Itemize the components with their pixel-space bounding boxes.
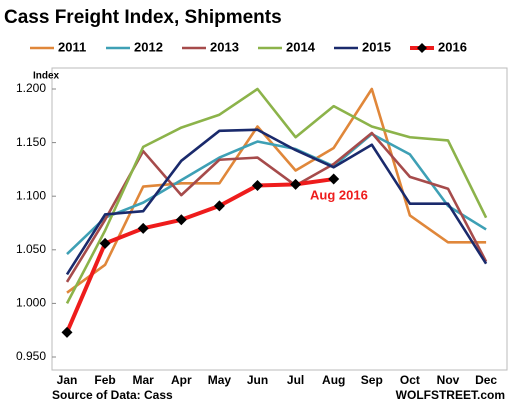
y-tick-label: 1.150: [16, 135, 46, 149]
x-tick-label: Jun: [247, 373, 268, 387]
y-tick-label: 1.200: [16, 81, 46, 95]
legend-marker: [417, 43, 427, 53]
x-tick-label: Dec: [475, 373, 497, 387]
y-tick-label: 1.000: [16, 296, 46, 310]
marker: [290, 178, 302, 190]
y-tick-label: 0.950: [16, 349, 46, 363]
marker: [252, 179, 263, 191]
watermark: WOLFSTREET.com: [396, 388, 505, 402]
series-line: [65, 177, 334, 334]
chart-title: Cass Freight Index, Shipments: [4, 7, 282, 28]
x-tick-label: Feb: [94, 373, 115, 387]
marker: [213, 200, 225, 212]
x-tick-label: May: [208, 373, 232, 387]
series-line: [66, 87, 487, 294]
source: Source of Data: Cass: [52, 388, 173, 402]
plot-frame: [51, 67, 508, 371]
x-tick-label: Jul: [287, 373, 304, 387]
series-line: [66, 132, 487, 256]
x-tick-label: Oct: [400, 373, 420, 387]
legend-label: 2015: [362, 39, 391, 54]
marker: [99, 237, 111, 249]
marker: [137, 222, 149, 234]
legend-label: 2016: [438, 39, 467, 54]
series-line: [65, 128, 488, 276]
annotation: Aug 2016: [310, 187, 368, 202]
legend-label: 2012: [134, 39, 163, 54]
legend-label: 2011: [58, 39, 86, 54]
marker: [175, 214, 187, 226]
y-tick-label: 1.100: [16, 188, 46, 202]
x-tick-label: Nov: [437, 373, 460, 387]
y-tick-label: 1.050: [16, 242, 46, 256]
marker: [328, 173, 340, 185]
legend-label: 2014: [286, 39, 316, 54]
x-tick-label: Mar: [133, 373, 155, 387]
x-tick-label: Jan: [57, 373, 78, 387]
x-tick-label: Aug: [322, 373, 345, 387]
series-line: [65, 87, 488, 305]
legend-label: 2013: [210, 39, 239, 54]
marker: [61, 326, 73, 338]
x-tick-label: Sep: [361, 373, 383, 387]
y-axis-label: Index: [33, 71, 60, 82]
x-tick-label: Apr: [171, 373, 192, 387]
